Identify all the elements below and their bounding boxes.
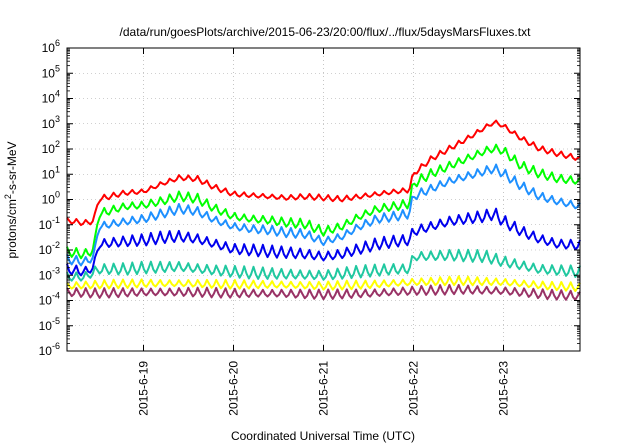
y-tick-label: 10-1 xyxy=(39,215,60,232)
y-tick-label-base: 10 xyxy=(42,66,56,80)
y-tick-label-exponent: -5 xyxy=(52,316,60,326)
data-series-line xyxy=(66,275,581,293)
y-tick-label: 105 xyxy=(42,63,60,80)
chart-title: /data/run/goesPlots/archive/2015-06-23/2… xyxy=(120,25,532,39)
y-tick-label-exponent: 5 xyxy=(55,63,60,73)
x-tick-label: 2015-6-22 xyxy=(407,361,421,416)
y-tick-label: 10-2 xyxy=(39,240,60,257)
y-tick-label-exponent: -4 xyxy=(52,291,60,301)
y-tick-label: 104 xyxy=(42,89,60,106)
y-tick-label-base: 10 xyxy=(39,218,53,232)
y-tick-label-exponent: -3 xyxy=(52,265,60,275)
y-tick-label-base: 10 xyxy=(39,268,53,282)
axis-ticks xyxy=(67,47,580,352)
y-tick-label: 106 xyxy=(42,38,60,55)
y-tick-label-exponent: -6 xyxy=(52,341,60,351)
y-tick-label: 100 xyxy=(42,190,60,207)
y-tick-label: 10-3 xyxy=(39,265,60,282)
x-tick-labels: 2015-6-19 2015-6-20 2015-6-21 2015-6-22 2015… xyxy=(137,361,511,416)
grid-lines xyxy=(67,48,580,351)
y-tick-label-exponent: 0 xyxy=(55,190,60,200)
y-axis-label-superscript: 2 xyxy=(3,194,13,199)
y-tick-label-base: 10 xyxy=(42,41,56,55)
y-tick-label-exponent: 4 xyxy=(55,89,60,99)
y-tick-label-exponent: -1 xyxy=(52,215,60,225)
y-tick-label: 103 xyxy=(42,114,60,131)
y-tick-label-base: 10 xyxy=(39,294,53,308)
y-tick-label-base: 10 xyxy=(39,344,53,358)
x-tick-label: 2015-6-23 xyxy=(497,361,511,416)
x-tick-label: 2015-6-19 xyxy=(137,361,151,416)
data-series-line xyxy=(66,283,581,301)
y-tick-label: 10-4 xyxy=(39,291,60,308)
y-tick-label-base: 10 xyxy=(42,167,56,181)
y-axis-label: protons/cm2-s-sr-MeV xyxy=(3,141,19,258)
y-tick-label-base: 10 xyxy=(42,117,56,131)
series-lines xyxy=(66,119,581,301)
y-tick-label-exponent: 6 xyxy=(55,38,60,48)
y-tick-labels: 10-610-510-410-310-210-11001011021031041… xyxy=(39,38,60,358)
x-axis-label: Coordinated Universal Time (UTC) xyxy=(231,429,415,443)
data-series-line xyxy=(66,143,581,260)
y-tick-label: 10-5 xyxy=(39,316,60,333)
x-tick-label: 2015-6-21 xyxy=(317,361,331,416)
y-tick-label: 102 xyxy=(42,139,60,156)
x-tick-label: 2015-6-20 xyxy=(227,361,241,416)
y-tick-label: 10-6 xyxy=(39,341,60,358)
y-axis-label-rest: -s-sr-MeV xyxy=(5,141,19,194)
data-series-line xyxy=(66,207,581,277)
data-series-line xyxy=(66,248,581,282)
y-tick-label-exponent: 2 xyxy=(55,139,60,149)
y-tick-label-base: 10 xyxy=(39,243,53,257)
y-tick-label-base: 10 xyxy=(42,92,56,106)
data-series-line xyxy=(66,163,581,267)
y-tick-label-base: 10 xyxy=(42,193,56,207)
y-tick-label-base: 10 xyxy=(42,142,56,156)
data-series-line xyxy=(66,119,581,227)
y-tick-label-exponent: 3 xyxy=(55,114,60,124)
y-tick-label-base: 10 xyxy=(39,319,53,333)
y-axis-label-base: protons/cm xyxy=(5,199,19,258)
y-tick-label-exponent: 1 xyxy=(55,164,60,174)
y-tick-label: 101 xyxy=(42,164,60,181)
y-tick-label-exponent: -2 xyxy=(52,240,60,250)
